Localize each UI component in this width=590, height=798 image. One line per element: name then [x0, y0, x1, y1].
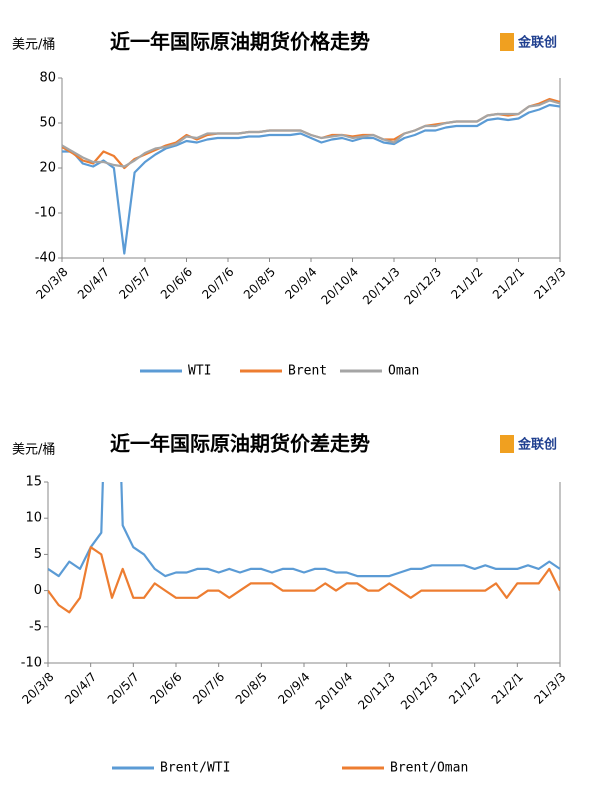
- x-tick-label: 20/12/3: [398, 670, 441, 713]
- x-tick-label: 20/10/4: [318, 265, 361, 308]
- x-tick-label: 20/9/4: [282, 265, 319, 302]
- y-tick-label: 50: [39, 116, 56, 131]
- series-line: [48, 482, 560, 578]
- unit-label: 美元/桶: [12, 38, 55, 53]
- x-tick-label: 20/3/8: [33, 265, 70, 302]
- logo-icon: [500, 435, 514, 453]
- x-tick-label: 20/5/7: [116, 265, 153, 302]
- legend-label: Oman: [388, 364, 419, 379]
- x-tick-label: 21/1/2: [448, 265, 485, 302]
- x-tick-label: 21/3/3: [531, 265, 568, 302]
- x-tick-label: 20/10/4: [313, 670, 356, 713]
- x-tick-label: 20/8/5: [241, 265, 278, 302]
- x-tick-label: 20/7/6: [199, 265, 236, 302]
- x-tick-label: 21/3/3: [531, 670, 568, 707]
- x-tick-label: 20/6/6: [158, 265, 195, 302]
- x-tick-label: 20/7/6: [190, 670, 227, 707]
- x-tick-label: 21/1/2: [446, 670, 483, 707]
- series-line: [62, 99, 560, 168]
- legend-label: WTI: [188, 364, 211, 379]
- y-tick-label: 80: [39, 71, 56, 86]
- y-tick-label: 20: [39, 161, 56, 176]
- x-tick-label: 20/4/7: [62, 670, 99, 707]
- y-tick-label: -5: [29, 619, 42, 634]
- y-tick-label: -10: [21, 656, 42, 671]
- legend-label: Brent/WTI: [160, 761, 230, 776]
- logo: 金联创: [517, 437, 557, 453]
- legend-label: Brent: [288, 364, 327, 379]
- legend-label: Brent/Oman: [390, 761, 468, 776]
- x-tick-label: 20/3/8: [19, 670, 56, 707]
- x-tick-label: 21/2/1: [489, 670, 526, 707]
- y-tick-label: -40: [35, 251, 56, 266]
- x-tick-label: 20/11/3: [355, 670, 398, 713]
- x-tick-label: 21/2/1: [490, 265, 527, 302]
- y-tick-label: 5: [34, 547, 42, 562]
- x-tick-label: 20/9/4: [275, 670, 312, 707]
- series-line: [62, 103, 560, 255]
- unit-label: 美元/桶: [12, 443, 55, 458]
- y-tick-label: 10: [25, 511, 42, 526]
- x-tick-label: 20/8/5: [233, 670, 270, 707]
- x-tick-label: 20/5/7: [105, 670, 142, 707]
- x-tick-label: 20/4/7: [75, 265, 112, 302]
- x-tick-label: 20/6/6: [147, 670, 184, 707]
- logo: 金联创: [517, 35, 557, 51]
- logo-icon: [500, 33, 514, 51]
- y-tick-label: 0: [34, 583, 42, 598]
- y-tick-label: -10: [35, 206, 56, 221]
- chart-title: 近一年国际原油期货价格走势: [110, 30, 370, 54]
- series-line: [48, 546, 560, 614]
- chart-title: 近一年国际原油期货价差走势: [110, 432, 370, 456]
- y-tick-label: 15: [25, 475, 42, 490]
- x-tick-label: 20/12/3: [401, 265, 444, 308]
- x-tick-label: 20/11/3: [360, 265, 403, 308]
